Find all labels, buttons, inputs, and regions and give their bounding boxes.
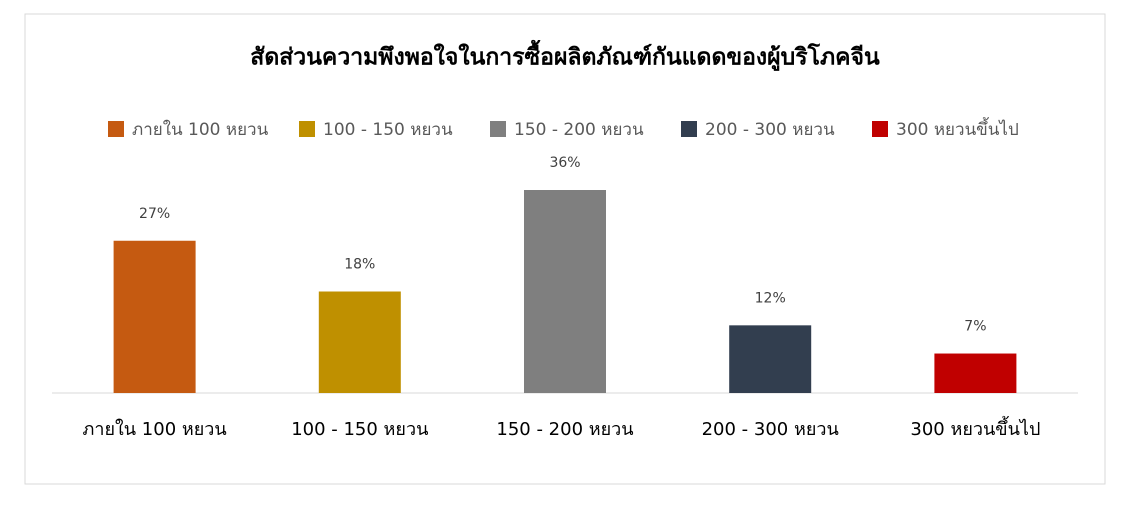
legend-swatch	[872, 121, 888, 137]
data-label: 27%	[139, 206, 170, 222]
bar	[318, 291, 401, 393]
data-label: 12%	[755, 290, 786, 306]
x-tick-label: 150 - 200 หยวน	[496, 419, 633, 440]
bar	[524, 190, 606, 393]
legend-swatch	[681, 121, 697, 137]
data-label: 7%	[964, 319, 986, 335]
legend-label: 150 - 200 หยวน	[514, 120, 644, 140]
bar	[934, 353, 1017, 393]
x-tick-label: ภายใน 100 หยวน	[82, 418, 226, 440]
legend-label: 300 หยวนขึ้นไป	[896, 117, 1019, 140]
legend-swatch	[299, 121, 315, 137]
bar	[113, 240, 196, 393]
legend-label: 200 - 300 หยวน	[705, 120, 835, 140]
legend-label: ภายใน 100 หยวน	[132, 119, 269, 140]
legend-swatch	[108, 121, 124, 137]
x-tick-label: 200 - 300 หยวน	[702, 419, 839, 440]
data-label: 36%	[549, 155, 580, 171]
chart-title: สัดส่วนความพึงพอใจในการซื้อผลิตภัณฑ์กันแ…	[250, 40, 880, 72]
legend-label: 100 - 150 หยวน	[323, 120, 453, 140]
bar	[729, 325, 812, 393]
data-label: 18%	[344, 257, 375, 273]
x-tick-label: 100 - 150 หยวน	[291, 419, 428, 440]
x-tick-label: 300 หยวนขึ้นไป	[910, 416, 1040, 440]
legend-swatch	[490, 121, 506, 137]
